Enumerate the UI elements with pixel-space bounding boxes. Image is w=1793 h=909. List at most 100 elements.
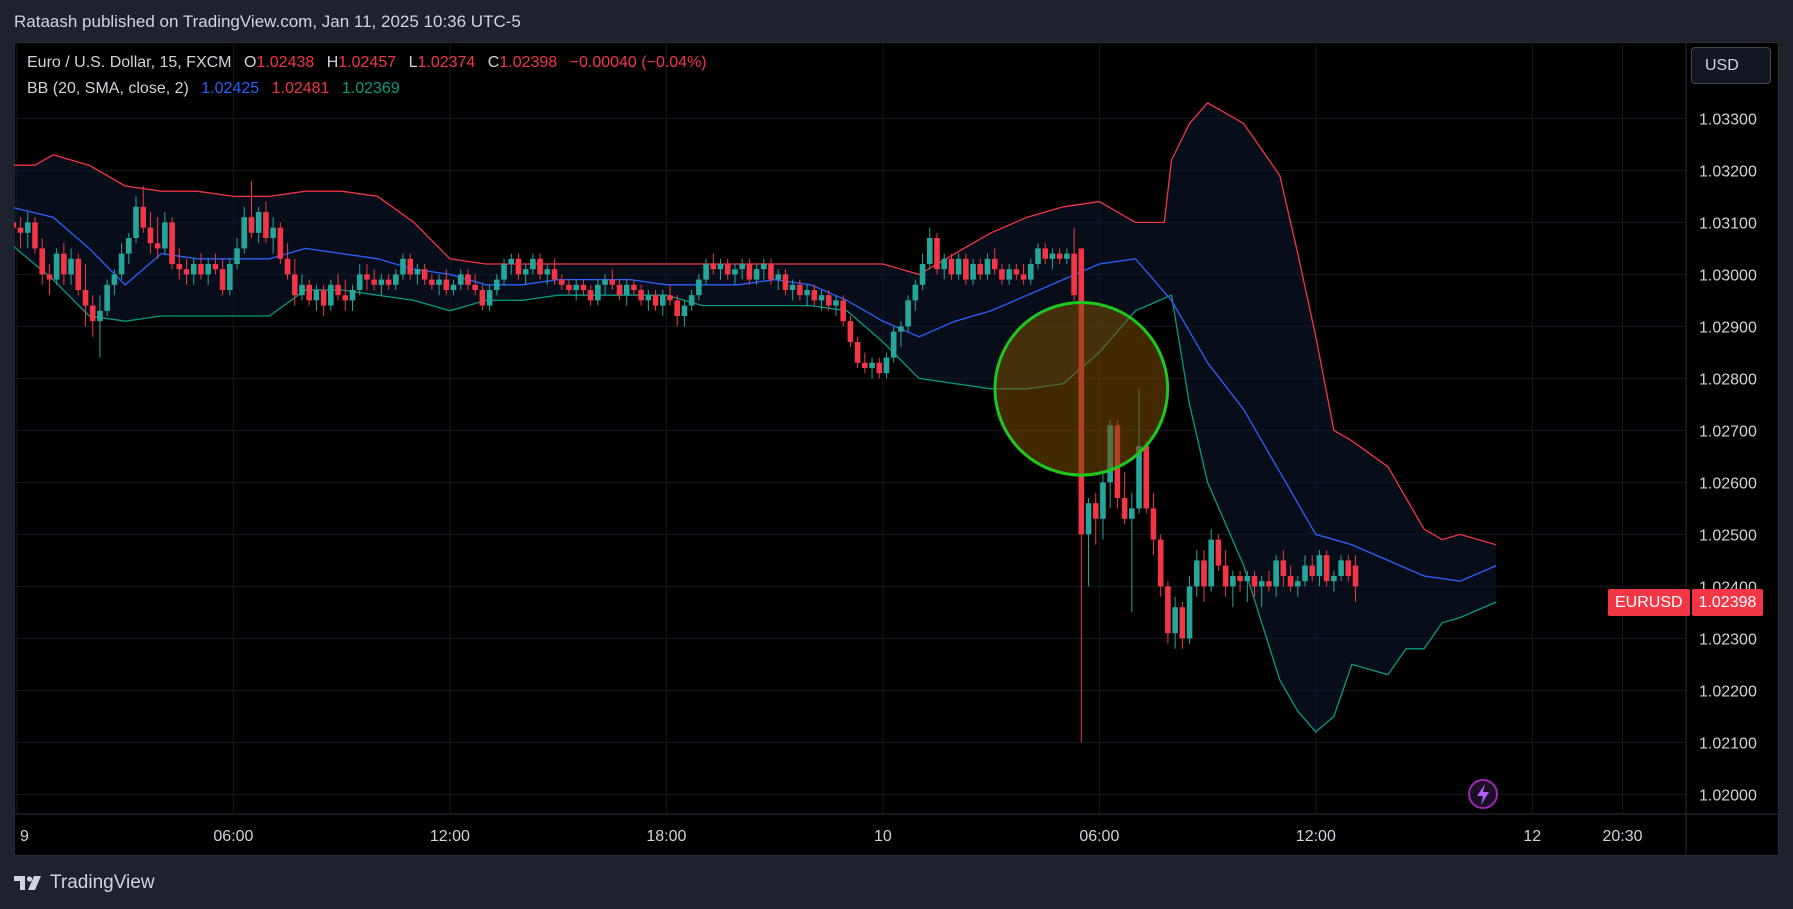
candle-body bbox=[890, 331, 897, 358]
candle-body bbox=[1258, 581, 1265, 587]
candle-body bbox=[804, 290, 810, 296]
price-chart[interactable]: 1.03300 1.03200 1.03100 1.03000 1.02900 1.028… bbox=[14, 42, 1779, 856]
candle bbox=[270, 217, 276, 254]
candle bbox=[681, 300, 688, 327]
candle bbox=[587, 284, 594, 306]
candle-body bbox=[1251, 576, 1258, 587]
candle-body bbox=[869, 362, 875, 368]
candle-body bbox=[652, 295, 659, 306]
x-tick-label: 12 bbox=[1523, 828, 1541, 845]
candle-body bbox=[825, 295, 832, 306]
candle-body bbox=[1100, 482, 1106, 519]
candle bbox=[97, 295, 103, 358]
candle bbox=[1186, 576, 1193, 644]
candle-body bbox=[1237, 576, 1243, 582]
candle bbox=[125, 232, 132, 264]
candle bbox=[306, 279, 312, 306]
candle bbox=[775, 269, 782, 290]
candle-body bbox=[46, 274, 53, 280]
candle bbox=[198, 253, 204, 280]
candle bbox=[688, 290, 695, 311]
tradingview-logo[interactable]: TradingView bbox=[14, 872, 155, 894]
candle-body bbox=[472, 284, 478, 290]
candle-body bbox=[162, 222, 168, 249]
candle bbox=[753, 264, 760, 285]
candle-body bbox=[681, 305, 688, 316]
candle bbox=[320, 284, 327, 316]
candle-body bbox=[602, 279, 608, 285]
candle-body bbox=[75, 258, 82, 290]
candle-body bbox=[219, 269, 226, 290]
lightning-icon-bolt bbox=[1477, 784, 1489, 805]
candle-body bbox=[1129, 508, 1135, 519]
candle bbox=[847, 316, 854, 348]
candle bbox=[1237, 570, 1243, 592]
candle-body bbox=[1092, 503, 1099, 519]
candle-body bbox=[587, 290, 594, 301]
candle-body bbox=[364, 274, 370, 280]
candle-body bbox=[1027, 264, 1034, 280]
candle-body bbox=[24, 222, 31, 233]
low-value: 1.02374 bbox=[417, 54, 476, 71]
candle bbox=[1064, 248, 1070, 264]
candle bbox=[789, 279, 796, 301]
candle-body bbox=[558, 279, 565, 285]
tradingview-logo-icon bbox=[14, 876, 41, 890]
candle bbox=[977, 258, 984, 280]
candle bbox=[1309, 555, 1316, 582]
candle-body bbox=[501, 264, 507, 280]
y-tick-label: 1.02500 bbox=[1699, 527, 1757, 544]
candle-body bbox=[761, 264, 767, 270]
tradingview-brand: TradingView bbox=[50, 872, 155, 893]
candle bbox=[999, 264, 1005, 285]
candle-body bbox=[934, 238, 940, 270]
highlight-annotation[interactable] bbox=[993, 300, 1498, 809]
candle-body bbox=[205, 264, 211, 275]
symbol-description[interactable]: Euro / U.S. Dollar, 15, FXCM bbox=[27, 54, 232, 71]
candle bbox=[1042, 243, 1049, 264]
ohlc-legend: Euro / U.S. Dollar, 15, FXCM O1.02438 H1… bbox=[27, 54, 707, 72]
currency-button[interactable]: USD bbox=[1691, 47, 1771, 84]
candle-body bbox=[1244, 576, 1251, 582]
candle-body bbox=[977, 264, 984, 275]
candle bbox=[89, 295, 96, 337]
candle-body bbox=[190, 264, 197, 275]
y-tick-label: 1.03300 bbox=[1699, 111, 1757, 128]
candle-body bbox=[328, 284, 334, 306]
candle bbox=[1049, 248, 1056, 270]
candle-body bbox=[400, 258, 406, 275]
candle-body bbox=[313, 290, 320, 301]
candle-body bbox=[674, 300, 681, 316]
y-tick-label: 1.02200 bbox=[1699, 683, 1757, 700]
candle-body bbox=[963, 258, 969, 280]
open-value: 1.02438 bbox=[256, 54, 315, 71]
candle bbox=[486, 284, 493, 311]
candle-body bbox=[1064, 253, 1070, 259]
candle bbox=[501, 258, 507, 285]
candle-body bbox=[616, 284, 623, 296]
candle bbox=[854, 336, 861, 368]
bb-indicator-label[interactable]: BB (20, SMA, close, 2) bbox=[27, 80, 189, 97]
candle bbox=[703, 258, 709, 285]
candle bbox=[162, 212, 168, 254]
lightning-icon bbox=[1468, 779, 1498, 809]
axes: 1.03300 1.03200 1.03100 1.03000 1.02900 1.028… bbox=[14, 42, 1779, 856]
candle bbox=[1244, 570, 1251, 602]
chart-pane[interactable] bbox=[14, 42, 1779, 856]
candle bbox=[638, 284, 644, 306]
candle bbox=[17, 217, 24, 249]
candle bbox=[659, 290, 666, 316]
candle-body bbox=[862, 362, 868, 368]
candle bbox=[869, 357, 875, 379]
candle bbox=[277, 222, 284, 264]
candle-body bbox=[1157, 539, 1164, 587]
candle bbox=[356, 264, 363, 296]
candle bbox=[1208, 529, 1214, 592]
candle bbox=[1280, 550, 1287, 587]
candle bbox=[1143, 440, 1150, 514]
candle bbox=[1230, 570, 1236, 608]
candle-body bbox=[436, 279, 442, 285]
candle-body bbox=[118, 253, 125, 275]
candle-body bbox=[1273, 560, 1279, 587]
candle bbox=[955, 253, 962, 280]
